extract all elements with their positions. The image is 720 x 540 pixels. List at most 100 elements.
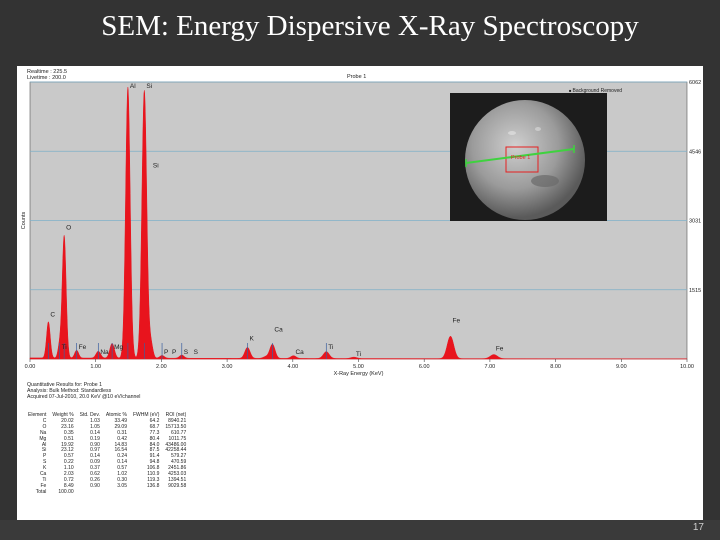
x-tick-label: 7.00 <box>485 364 496 370</box>
y-tick-label: 6062 <box>689 80 701 86</box>
probe-line <box>465 148 575 164</box>
peak-label: Al <box>130 83 136 90</box>
table-cell: 14.83 <box>114 441 127 448</box>
realtime-text: Realtime : 225.5 <box>27 69 68 75</box>
peak-label: S <box>194 349 199 356</box>
table-row: Al 19.92 0.90 14.83 84.0 43486.00 <box>25 441 189 449</box>
table-cell: 91.4 <box>149 453 160 460</box>
peak-label: S <box>184 349 189 356</box>
table-cell: Ti <box>42 476 47 483</box>
results-title: Quantitative Results for: Probe 1 <box>27 382 102 388</box>
x-tick-label: 3.00 <box>222 364 233 370</box>
table-row: Fe 8.49 0.90 3.05 136.8 9029.58 <box>25 482 189 490</box>
results-analysis: Analysis: Bulk Method: Standardless <box>27 388 112 394</box>
table-row: O 23.16 1.05 29.09 68.7 15713.50 <box>25 423 189 431</box>
table-cell: 19.92 <box>61 441 74 448</box>
table-cell: Na <box>39 429 47 436</box>
table-header-cell: Weight % <box>52 412 74 418</box>
table-row: Na 0.35 0.14 0.31 77.3 610.77 <box>25 429 189 437</box>
table-cell: 33.49 <box>114 417 127 424</box>
spectrum-series <box>29 87 688 360</box>
peak-label: P <box>172 349 176 356</box>
table-cell: 0.14 <box>90 453 100 460</box>
table-cell <box>162 490 189 496</box>
table-row: Total 100.00 <box>25 488 189 496</box>
table-cell: 0.97 <box>90 447 100 454</box>
peak-label: Ti <box>62 344 67 351</box>
particle-sphere <box>465 100 585 220</box>
table-row: P 0.57 0.14 0.24 91.4 579.27 <box>25 453 189 460</box>
table-cell: 110.9 <box>147 471 160 478</box>
x-tick-label: 1.00 <box>90 364 101 370</box>
peak-label: Na <box>100 349 109 356</box>
table-header-cell: ROI (net) <box>165 412 187 418</box>
table-cell: 0.62 <box>90 471 100 478</box>
peak-label: Mg <box>114 344 123 351</box>
sem-image: Probe 1 <box>450 93 607 221</box>
table-cell: 1.05 <box>90 423 100 430</box>
table-cell: 579.27 <box>170 453 187 460</box>
table-cell: 0.24 <box>117 453 127 460</box>
x-tick-label: 8.00 <box>550 364 561 370</box>
table-header-cell: Atomic % <box>105 412 127 418</box>
table-cell: 119.3 <box>147 476 160 483</box>
table-row: K 1.10 0.37 0.57 106.8 2451.86 <box>25 465 189 472</box>
table-cell: O <box>42 423 47 430</box>
table-cell: 0.57 <box>63 453 74 460</box>
table-cell: 8.49 <box>63 482 74 489</box>
table-cell: 0.35 <box>63 429 74 436</box>
table-cell: 100.00 <box>58 488 74 495</box>
footer-band <box>0 520 720 540</box>
table-cell: 1.02 <box>117 471 127 478</box>
table-row: C 20.02 1.03 33.49 64.2 8940.21 <box>25 417 189 425</box>
table-cell: Mg <box>39 435 47 442</box>
x-tick-label: 4.00 <box>287 364 298 370</box>
table-cell: 0.14 <box>90 429 100 436</box>
table-cell: 0.19 <box>90 435 100 442</box>
table-header-cell: FWHM (eV) <box>132 412 160 418</box>
table-cell <box>130 490 162 496</box>
chart-title: Probe 1 <box>347 74 367 80</box>
peak-label: Fe <box>79 344 87 351</box>
table-cell: 0.90 <box>90 482 100 489</box>
table-cell: 23.16 <box>61 423 74 430</box>
x-tick-label: 0.00 <box>25 364 36 370</box>
table-cell <box>103 490 130 496</box>
probe-label: Probe 1 <box>511 155 530 161</box>
table-cell: 1394.51 <box>168 476 187 483</box>
quantitative-table: Element Weight % Std. Dev. Atomic % FWHM (eV… <box>25 412 189 496</box>
background-removed-label: Background Removed <box>569 88 622 94</box>
table-header-row: Element Weight % Std. Dev. Atomic % FWHM (eV… <box>25 412 189 419</box>
table-cell: 0.37 <box>90 465 100 472</box>
table-cell: 16.54 <box>114 447 127 454</box>
table-cell: 29.09 <box>114 423 127 430</box>
table-cell: Al <box>41 441 47 448</box>
table-cell: 42258.44 <box>165 447 187 454</box>
table-cell: 0.51 <box>63 435 74 442</box>
table-cell: P <box>43 453 47 460</box>
table-cell: 0.26 <box>90 476 100 483</box>
livetime-text: Livetime : 200.0 <box>27 75 66 81</box>
quantitative-results: Quantitative Results for: Probe 1 Analys… <box>27 382 140 400</box>
y-tick-label: 1515 <box>689 288 701 294</box>
peak-label: Ti <box>328 344 333 351</box>
y-tick-label: 4546 <box>689 149 701 155</box>
table-cell: 80.4 <box>149 435 160 442</box>
table-row: Mg 0.51 0.19 0.42 80.4 1011.75 <box>25 435 189 443</box>
table-cell: 4253.03 <box>168 471 187 478</box>
table-cell: 43486.00 <box>165 441 187 448</box>
peak-label: Si <box>146 83 152 90</box>
peak-label: Fe <box>452 317 460 324</box>
x-tick-label: 9.00 <box>616 364 627 370</box>
table-cell: 9029.58 <box>168 482 187 489</box>
table-row: S 0.22 0.09 0.14 94.8 470.59 <box>25 459 189 466</box>
table-cell: C <box>42 417 47 424</box>
table-cell: 94.8 <box>149 459 160 466</box>
table-cell: S <box>43 459 47 466</box>
y-tick-label: 3031 <box>689 219 701 225</box>
table-cell: Ca <box>39 471 47 478</box>
table-cell: Total <box>35 488 47 495</box>
table-cell: Si <box>41 447 47 454</box>
table-row: Ca 2.03 0.62 1.02 110.9 4253.03 <box>25 471 189 478</box>
x-tick-label: 2.00 <box>156 364 167 370</box>
